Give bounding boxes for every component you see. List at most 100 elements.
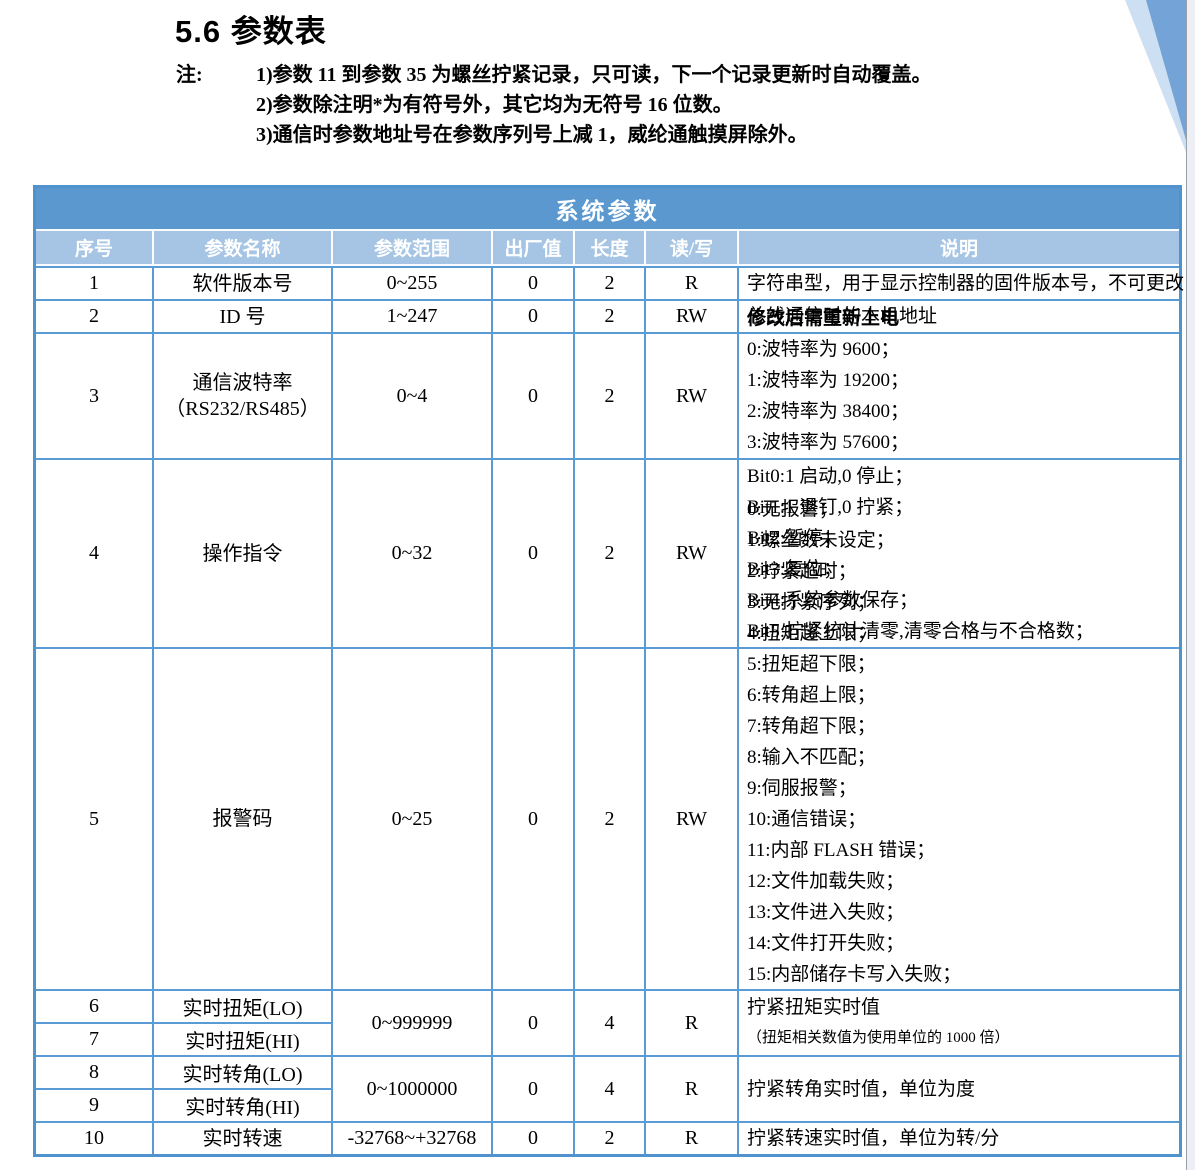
cell-length: 2 — [573, 647, 644, 989]
column-header: 读/写 — [644, 231, 737, 264]
desc-col2: 11:内部 FLASH 错误； — [747, 839, 936, 861]
desc-col2: 9:伺服报警； — [747, 777, 857, 799]
table-title: 系统参数 — [36, 188, 1179, 229]
column-header: 说明 — [737, 231, 1179, 264]
cell-no: 9 — [36, 1088, 152, 1121]
desc-col1: 6:转角超上限； — [747, 684, 876, 706]
desc-line: 2:拧紧超时； 3:无拧紧序列； — [747, 556, 937, 618]
desc-col1: 2:拧紧超时； — [747, 560, 857, 582]
table-row: 6 实时扭矩(LO) — [36, 989, 331, 1022]
cell-rw: RW — [644, 647, 737, 989]
desc-col2: 3:波特率为 57600； — [747, 432, 910, 453]
desc-col1: 0:波特率为 9600； — [747, 339, 900, 360]
cell-name: 实时扭矩(HI) — [152, 1022, 331, 1055]
note-prefix: 注: — [176, 64, 203, 86]
desc-col1: 8:输入不匹配； — [747, 746, 876, 768]
row-group: 6 实时扭矩(LO) 7 实时扭矩(HI) 0~999999 0 4 R 拧紧扭矩实时值 （扭矩… — [36, 989, 1179, 1055]
table-row: 4 操作指令 0~32 0 2 RW Bit0:1 启动,0 停止； Bit1:1 退钉,0 … — [36, 458, 1179, 647]
cell-no: 5 — [36, 647, 152, 989]
column-header: 出厂值 — [491, 231, 573, 264]
desc-line: 14:文件打开失败； 15:内部储存卡写入失败； — [747, 928, 961, 990]
column-header: 参数范围 — [331, 231, 491, 264]
cell-range: 0~1000000 — [331, 1055, 491, 1121]
desc-col2: 3:无拧紧序列； — [747, 591, 876, 613]
desc-col1: 12:文件加载失败； — [747, 870, 905, 892]
cell-factory: 0 — [491, 332, 573, 458]
cell-factory: 0 — [491, 989, 573, 1055]
group-left: 8 实时转角(LO) 9 实时转角(HI) — [36, 1055, 331, 1121]
cell-factory: 0 — [491, 458, 573, 647]
cell-rw: R — [644, 989, 737, 1055]
cell-length: 2 — [573, 266, 644, 299]
desc-line: 修改后需重新上电 — [747, 308, 900, 329]
desc-line: 总线通信时的本机地址 — [747, 306, 938, 327]
column-header: 序号 — [74, 239, 113, 260]
cell-rw: R — [644, 1055, 737, 1121]
desc-line: 字符串型，用于显示控制器的固件版本号，不可更改 — [747, 273, 1185, 294]
desc-line: 6:转角超上限； 7:转角超下限； — [747, 680, 937, 742]
notes-block: 注: 1)参数 11 到参数 35 为螺丝拧紧记录，只可读，下一个记录更新时自动覆… — [176, 60, 932, 150]
cell-rw: RW — [644, 458, 737, 647]
cell-length: 2 — [573, 332, 644, 458]
desc-col2: 5:扭矩超下限； — [747, 653, 876, 675]
cell-name: 实时扭矩(LO) — [152, 989, 331, 1022]
cell-no: 1 — [36, 266, 152, 299]
name-line: 实时转速 — [202, 1127, 283, 1150]
cell-desc: 拧紧转角实时值，单位为度 — [737, 1055, 1179, 1121]
cell-no: 2 — [36, 299, 152, 332]
table-row: 9 实时转角(HI) — [36, 1088, 331, 1121]
table-row: 2 ID 号 1~247 0 2 RW 总线通信时的本机地址 — [36, 299, 1179, 332]
cell-factory: 0 — [491, 1121, 573, 1154]
cell-range: 0~4 — [331, 332, 491, 458]
table-row: 10 实时转速 -32768~+32768 0 2 R 拧紧转速实时值，单位为转/分 — [36, 1121, 1179, 1154]
table-row: 3 通信波特率 （RS232/RS485） 0~4 0 2 RW 修改后需重新上电 0:波特率为… — [36, 308, 1179, 484]
cell-no: 8 — [36, 1055, 152, 1088]
desc-line: 0:波特率为 9600； 1:波特率为 19200； — [747, 334, 937, 396]
param-table: 系统参数 序号 参数名称 参数范围 出厂值 长度 读/写 说明 1 软件版本号 0~255 0 2 R 字符… — [33, 185, 1184, 1157]
desc-col2: 7:转角超下限； — [747, 715, 876, 737]
page-title: 5.6 参数表 — [175, 14, 327, 49]
note-line: 3)通信时参数地址号在参数序列号上减 1，威纶通触摸屏除外。 — [176, 120, 932, 150]
cell-name: 实时转速 — [152, 1121, 331, 1154]
note-line: 2)参数除注明*为有符号外，其它均为无符号 16 位数。 — [176, 90, 932, 120]
column-header: 长度 — [573, 231, 644, 264]
cell-factory: 0 — [491, 299, 573, 332]
cell-length: 2 — [573, 299, 644, 332]
desc-col1: 14:文件打开失败； — [747, 932, 905, 954]
cell-no: 4 — [36, 458, 152, 647]
cell-name: 报警码 — [152, 647, 331, 989]
cell-no: 7 — [36, 1022, 152, 1055]
page-edge-strip — [1187, 0, 1195, 1170]
desc-line: 拧紧转角实时值，单位为度 — [747, 1078, 976, 1100]
name-line: 软件版本号 — [192, 272, 293, 295]
desc-col2: 15:内部储存卡写入失败； — [747, 963, 962, 985]
header-row: 序号 参数名称 参数范围 出厂值 长度 读/写 说明 — [36, 229, 1179, 266]
cell-factory: 0 — [491, 1055, 573, 1121]
name-line: （RS232/RS485） — [165, 398, 320, 420]
cell-desc: Bit0:1 启动,0 停止； Bit1:1 退钉,0 拧紧； Bit2:暂停； Bi… — [737, 458, 1179, 647]
cell-rw: R — [644, 1121, 737, 1154]
cell-range: 0~999999 — [331, 989, 491, 1055]
desc-note: （扭矩相关数值为使用单位的 1000 倍） — [747, 1030, 1010, 1046]
note-text: 3)通信时参数地址号在参数序列号上减 1，威纶通触摸屏除外。 — [256, 124, 808, 146]
name-line: 通信波特率 — [192, 372, 293, 394]
note-text: 2)参数除注明*为有符号外，其它均为无符号 16 位数。 — [256, 94, 733, 116]
table-row: 7 实时扭矩(HI) — [36, 1022, 331, 1055]
cell-name: ID 号 — [152, 299, 331, 332]
cell-range: -32768~+32768 — [331, 1121, 491, 1154]
cell-no: 3 — [36, 332, 152, 458]
desc-line: 12:文件加载失败； 13:文件进入失败； — [747, 866, 937, 928]
note-line: 注: 1)参数 11 到参数 35 为螺丝拧紧记录，只可读，下一个记录更新时自动覆… — [176, 60, 932, 90]
cell-factory: 0 — [491, 266, 573, 299]
cell-range: 0~255 — [331, 266, 491, 299]
cell-length: 2 — [573, 1121, 644, 1154]
cell-desc: 0:无报警； 1:螺丝数未设定； 2:拧紧超时； 3:无拧紧序列； 4:扭矩超上限； 5:… — [737, 499, 1179, 1140]
name-line: ID 号 — [219, 305, 266, 328]
desc-line: Bit5:拧紧统计清零,清零合格与不合格数； — [747, 620, 1094, 642]
name-line: 报警码 — [212, 808, 273, 830]
table-row: 8 实时转角(LO) — [36, 1055, 331, 1088]
table-row: 5 报警码 0~25 0 2 RW 0:无报警； 1:螺丝数未设定； 2:拧紧超时； 3:无拧紧序… — [36, 499, 1179, 1140]
name-line: 操作指令 — [202, 542, 283, 565]
cell-desc: 字符串型，用于显示控制器的固件版本号，不可更改 — [737, 266, 1184, 299]
cell-range: 0~25 — [331, 647, 491, 989]
